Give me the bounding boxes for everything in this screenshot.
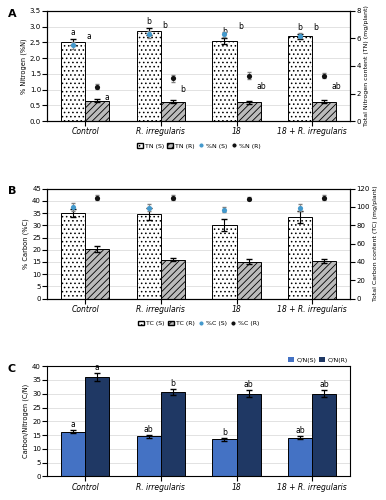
Bar — [237, 394, 261, 476]
Text: b: b — [181, 85, 185, 94]
Bar — [212, 41, 237, 121]
Text: ab: ab — [244, 380, 254, 390]
Point — [321, 72, 327, 80]
Text: b: b — [314, 23, 318, 32]
Point — [245, 194, 252, 202]
Bar — [137, 214, 161, 298]
Bar — [237, 262, 261, 298]
Point — [297, 204, 303, 212]
Point — [221, 206, 227, 214]
Text: b: b — [222, 428, 227, 436]
Point — [70, 42, 76, 50]
Bar — [61, 432, 85, 476]
Text: B: B — [8, 186, 16, 196]
Text: a: a — [71, 420, 76, 429]
Legend: TC (S), TC (R), %C (S), %C (R): TC (S), TC (R), %C (S), %C (R) — [135, 318, 262, 328]
Text: b: b — [146, 16, 151, 26]
Point — [245, 72, 252, 80]
Text: ab: ab — [295, 426, 305, 436]
Bar — [312, 394, 336, 476]
Text: a: a — [105, 92, 110, 102]
Bar — [137, 436, 161, 476]
Text: b: b — [171, 379, 175, 388]
Point — [170, 194, 176, 202]
Point — [297, 32, 303, 40]
Bar — [161, 392, 185, 476]
Bar — [288, 216, 312, 298]
Point — [70, 203, 76, 211]
Text: b: b — [163, 21, 167, 30]
Text: b: b — [238, 22, 243, 30]
Legend: TN (S), TN (R), %N (S), %N (R): TN (S), TN (R), %N (S), %N (R) — [134, 140, 263, 151]
Text: C: C — [8, 364, 16, 374]
Point — [321, 194, 327, 202]
Y-axis label: Carbon/Nitrogen (C/N): Carbon/Nitrogen (C/N) — [23, 384, 29, 458]
Text: a: a — [95, 363, 100, 372]
Point — [94, 194, 100, 202]
Point — [94, 82, 100, 90]
Bar — [312, 261, 336, 298]
Text: ab: ab — [256, 82, 266, 91]
Text: ab: ab — [332, 82, 342, 90]
Point — [170, 74, 176, 82]
Y-axis label: Total Carbon content (TC) (mg/plant): Total Carbon content (TC) (mg/plant) — [372, 186, 378, 302]
Bar — [61, 213, 85, 298]
Text: ab: ab — [144, 424, 154, 434]
Text: b: b — [222, 26, 227, 36]
Bar — [85, 249, 109, 298]
Bar — [312, 102, 336, 121]
Bar — [288, 438, 312, 476]
Point — [146, 204, 152, 212]
Bar — [137, 32, 161, 121]
Bar — [61, 42, 85, 121]
Bar — [161, 102, 185, 121]
Bar — [85, 377, 109, 476]
Legend: C/N(S), C/N(R): C/N(S), C/N(R) — [286, 355, 350, 366]
Bar — [288, 36, 312, 121]
Text: A: A — [8, 8, 17, 18]
Bar — [212, 226, 237, 298]
Text: a: a — [71, 28, 76, 36]
Y-axis label: % Nitrogen (%N): % Nitrogen (%N) — [20, 38, 27, 94]
Text: a: a — [87, 32, 91, 41]
Point — [221, 30, 227, 38]
Bar — [237, 102, 261, 121]
Bar — [212, 439, 237, 476]
Y-axis label: % Carbon (%C): % Carbon (%C) — [23, 218, 29, 269]
Y-axis label: Total Nitrogen content (TN) (mg/plant): Total Nitrogen content (TN) (mg/plant) — [364, 6, 369, 126]
Bar — [161, 260, 185, 298]
Text: b: b — [298, 22, 303, 32]
Text: ab: ab — [320, 380, 329, 390]
Bar — [85, 100, 109, 121]
Point — [146, 30, 152, 38]
